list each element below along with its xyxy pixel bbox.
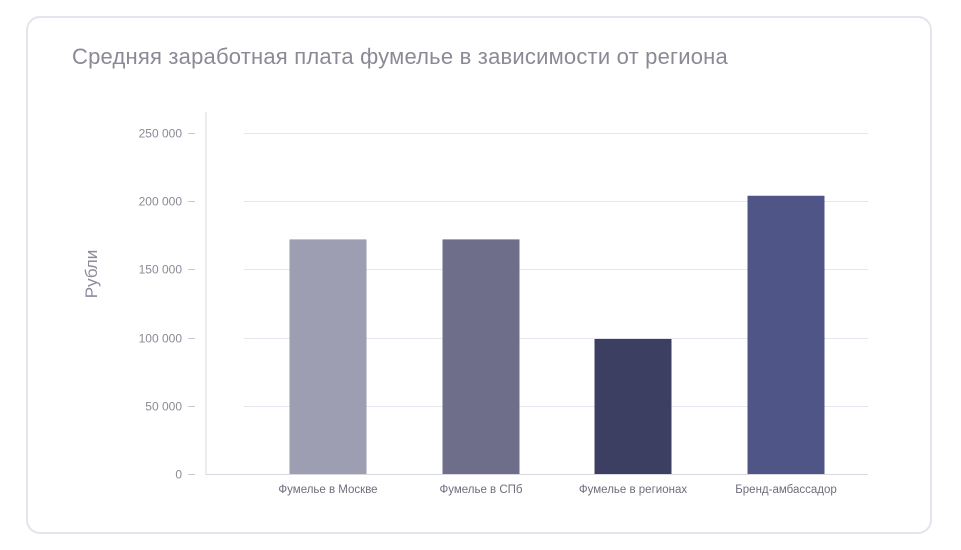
bar [442,239,520,474]
y-axis-label: Рубли [82,250,101,298]
category-label: Фумелье в СПб [439,484,522,496]
bars [289,195,825,474]
bar [747,195,825,474]
category-label: Фумелье в Москве [278,484,377,496]
y-tick-label: 150 000 [139,263,183,277]
y-tick-label: 0 [175,468,182,482]
y-tick-label: 100 000 [139,332,183,346]
y-tick-label: 200 000 [139,195,183,209]
bar [289,239,367,474]
category-labels: Фумелье в Москве Фумелье в СПб Фумелье в р… [278,484,836,496]
bar [594,338,672,474]
y-tick-labels: 0 50 000 100 000 150 000 200 000 250 000 [139,127,195,482]
y-tick-label: 250 000 [139,127,183,141]
category-label: Фумелье в регионах [579,484,687,496]
y-tick-label: 50 000 [145,400,182,414]
category-label: Бренд-амбассадор [735,484,837,496]
chart-title: Средняя заработная плата фумелье в завис… [72,44,728,69]
